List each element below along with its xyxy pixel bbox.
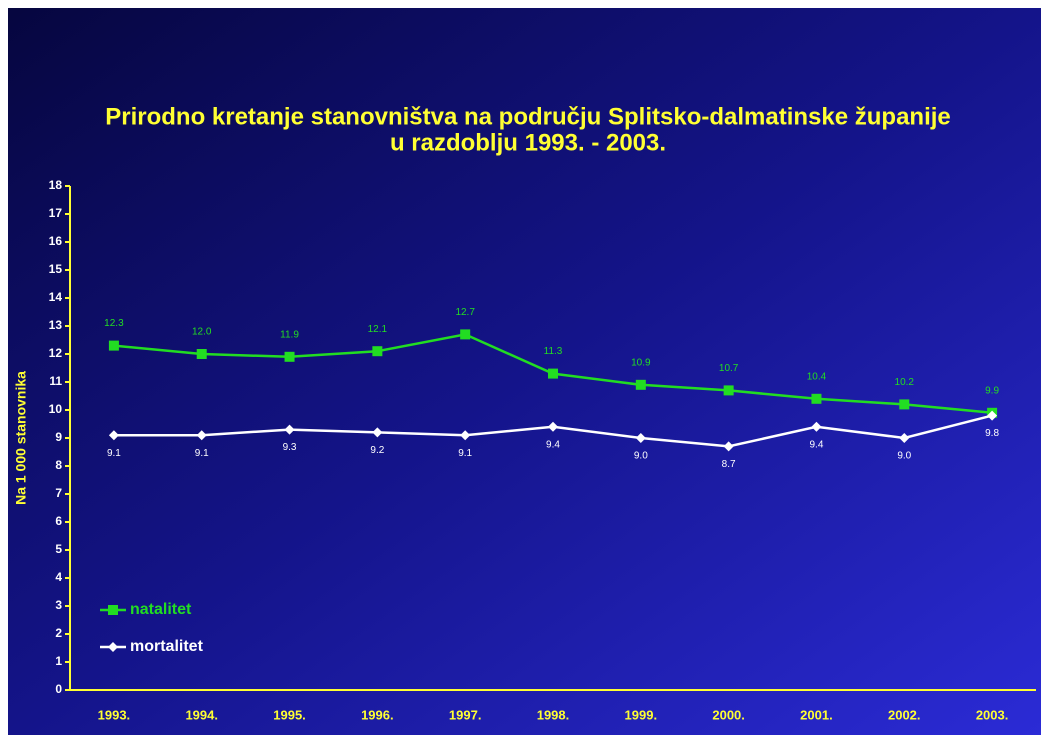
- data-label: 12.1: [368, 324, 388, 335]
- x-tick-label: 1994.: [185, 707, 218, 722]
- y-tick-label: 3: [55, 598, 62, 612]
- point: [899, 399, 910, 410]
- point: [372, 427, 383, 438]
- point: [899, 433, 910, 443]
- data-label: 9.4: [810, 439, 824, 450]
- data-label: 9.0: [634, 451, 648, 462]
- y-tick-label: 0: [55, 682, 62, 696]
- y-tick-label: 6: [55, 514, 62, 528]
- y-tick-label: 15: [49, 262, 63, 276]
- point: [811, 393, 822, 404]
- data-label: 10.2: [895, 377, 915, 388]
- y-tick-label: 17: [49, 206, 63, 220]
- x-tick-label: 2000.: [712, 707, 745, 722]
- data-label: 9.4: [546, 439, 560, 450]
- point: [108, 340, 119, 351]
- legend-label: mortalitet: [130, 638, 204, 655]
- chart-title: Prirodno kretanje stanovništva na područ…: [105, 103, 951, 130]
- x-tick-label: 1997.: [449, 707, 482, 722]
- x-tick-label: 2001.: [800, 707, 833, 722]
- y-tick-label: 12: [49, 346, 63, 360]
- y-tick-label: 13: [49, 318, 63, 332]
- data-label: 11.9: [280, 329, 299, 340]
- point: [548, 421, 558, 432]
- legend-marker: [108, 642, 118, 652]
- y-tick-label: 10: [49, 402, 63, 416]
- data-label: 10.4: [807, 371, 827, 382]
- point: [196, 430, 207, 441]
- point: [987, 410, 998, 421]
- point: [811, 421, 822, 432]
- y-tick-label: 8: [55, 458, 62, 472]
- data-label: 9.2: [370, 445, 384, 456]
- legend-label: natalitet: [130, 601, 192, 618]
- point: [460, 430, 471, 441]
- data-label: 9.9: [985, 385, 999, 396]
- data-label: 11.3: [544, 346, 563, 357]
- y-tick-label: 18: [49, 178, 63, 192]
- chart-subtitle: u razdoblju 1993. - 2003.: [390, 129, 666, 156]
- data-label: 9.1: [458, 448, 472, 459]
- point: [635, 433, 646, 443]
- data-label: 9.3: [283, 442, 297, 453]
- data-label: 10.9: [631, 357, 651, 368]
- point: [460, 329, 471, 340]
- x-tick-label: 2002.: [888, 707, 921, 722]
- data-label: 9.0: [897, 451, 911, 462]
- point: [372, 346, 383, 357]
- legend-marker: [108, 605, 118, 615]
- y-tick-label: 1: [55, 654, 62, 668]
- y-tick-label: 16: [49, 234, 63, 248]
- data-label: 9.1: [107, 448, 121, 459]
- y-tick-label: 9: [55, 430, 62, 444]
- data-label: 10.7: [719, 363, 739, 374]
- point: [284, 351, 295, 362]
- data-label: 12.7: [455, 307, 475, 318]
- y-tick-label: 11: [49, 374, 62, 388]
- data-label: 12.3: [104, 318, 124, 329]
- y-tick-label: 14: [49, 290, 63, 304]
- data-label: 8.7: [722, 459, 736, 470]
- background: [8, 8, 1041, 735]
- point: [635, 379, 646, 390]
- point: [723, 385, 734, 396]
- x-tick-label: 1995.: [273, 707, 306, 722]
- x-tick-label: 1999.: [625, 707, 658, 722]
- point: [196, 349, 207, 359]
- point: [284, 424, 295, 435]
- y-tick-label: 4: [55, 570, 62, 584]
- data-label: 9.8: [985, 428, 999, 439]
- data-label: 12.0: [192, 327, 212, 338]
- x-tick-label: 2003.: [976, 707, 1009, 722]
- x-tick-label: 1998.: [537, 707, 570, 722]
- y-tick-label: 7: [55, 486, 62, 500]
- x-tick-label: 1993.: [98, 707, 131, 722]
- data-label: 9.1: [195, 448, 209, 459]
- x-tick-label: 1996.: [361, 707, 394, 722]
- y-axis-label: Na 1 000 stanovnika: [13, 371, 29, 505]
- point: [723, 441, 734, 452]
- point: [548, 368, 558, 379]
- point: [108, 430, 119, 441]
- y-tick-label: 2: [55, 626, 62, 640]
- y-tick-label: 5: [55, 542, 62, 556]
